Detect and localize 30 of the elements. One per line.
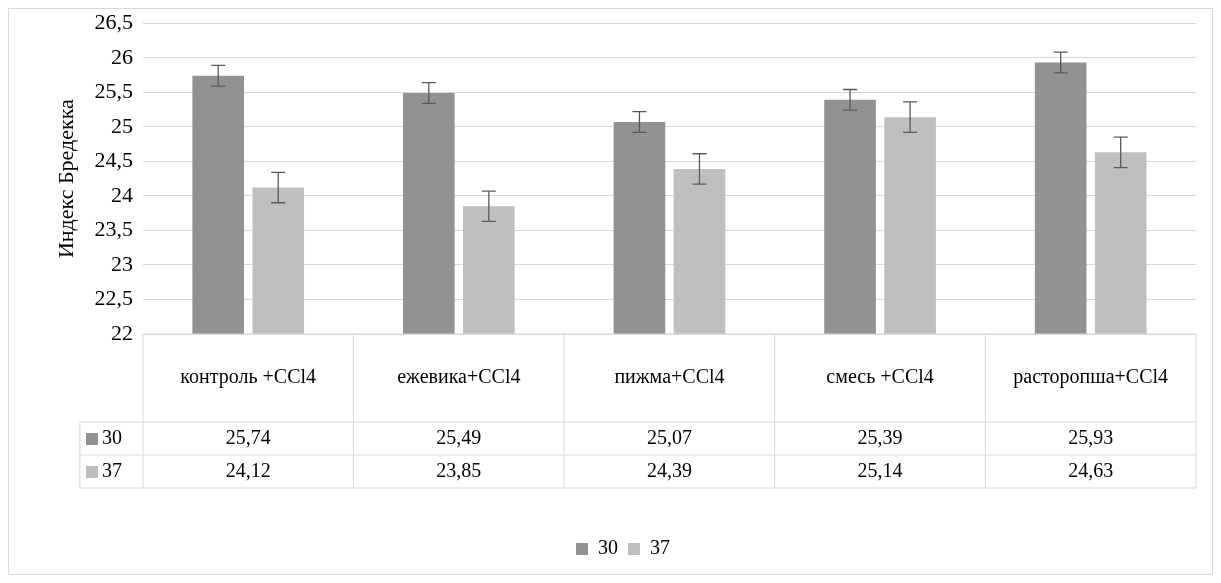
- x-tick-label: контроль +CCl4: [180, 365, 317, 389]
- data-label: 25,93: [1068, 425, 1114, 448]
- x-tick-label: пижма+CCl4: [614, 365, 725, 388]
- data-label: 25,74: [225, 425, 271, 448]
- y-tick-label: 25,5: [94, 78, 133, 104]
- y-tick-label: 22,5: [94, 285, 133, 311]
- data-label: 25,39: [857, 425, 903, 448]
- data-label: 23,85: [436, 458, 482, 481]
- y-tick-label: 23,5: [94, 216, 133, 242]
- data-label: 24,63: [1068, 458, 1114, 481]
- data-label: 24,39: [646, 458, 692, 481]
- x-tick-label: расторопша+CCl4: [1013, 365, 1169, 389]
- data-label: 25,14: [857, 458, 903, 481]
- text: 30: [101, 425, 122, 448]
- y-tick-label: 26: [110, 43, 133, 69]
- text: 37: [101, 458, 122, 481]
- y-axis-title: Индекс Бредекка: [52, 98, 78, 259]
- data-label: 25,07: [646, 425, 692, 448]
- data-label: 25,49: [436, 425, 482, 448]
- y-tick-label: 26,5: [94, 8, 133, 34]
- y-tick-label: 24,5: [94, 147, 133, 173]
- y-tick-label: 24: [110, 181, 133, 207]
- x-tick-label: ежевика+CCl4: [397, 365, 521, 388]
- y-tick-label: 23: [110, 250, 133, 276]
- legend-label: 30: [598, 536, 618, 559]
- data-label: 24,12: [225, 458, 271, 481]
- legend-label: 37: [650, 536, 670, 559]
- y-tick-label: 25: [110, 112, 133, 138]
- x-tick-label: смесь +CCl4: [826, 365, 934, 388]
- y-tick-label: 22: [110, 319, 133, 345]
